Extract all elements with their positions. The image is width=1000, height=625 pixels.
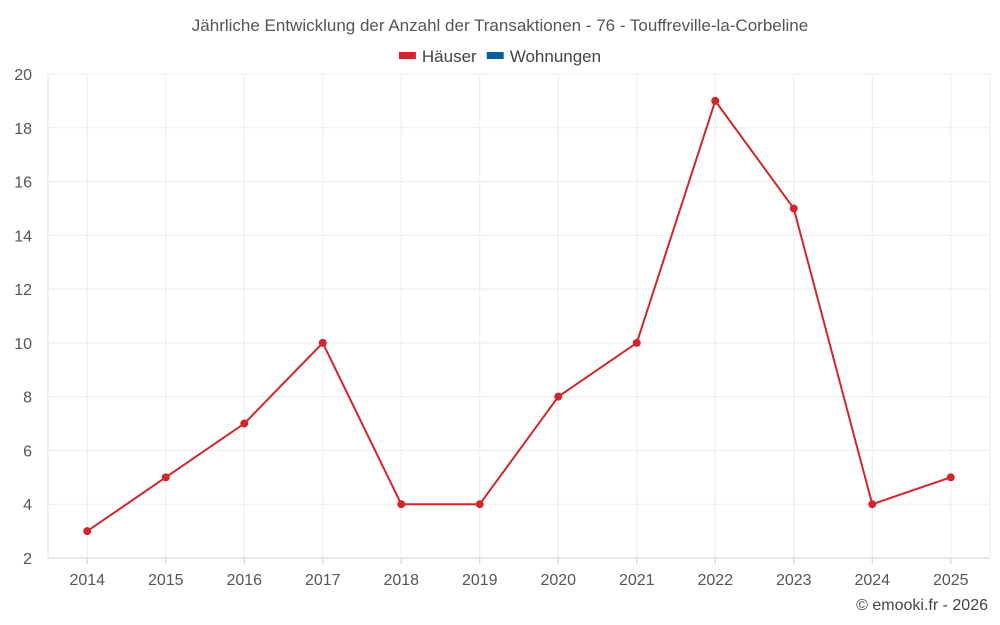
- credit-text: © emooki.fr - 2026: [856, 597, 988, 614]
- x-tick-label: 2023: [776, 572, 812, 589]
- grid-lines: [48, 73, 990, 559]
- axes: 2 4 6 8 10 12 14 16 18 20 2014 2015 2016 2017 2018 2019…: [14, 67, 991, 589]
- x-tick-label: 2018: [383, 572, 419, 589]
- data-point[interactable]: [318, 338, 327, 347]
- legend-swatch: [486, 52, 504, 59]
- x-tick-label: 2020: [540, 572, 576, 589]
- data-point[interactable]: [475, 500, 484, 509]
- y-tick-label: 18: [14, 121, 32, 138]
- y-tick-label: 20: [14, 67, 32, 84]
- legend-label: Häuser: [422, 47, 477, 66]
- legend-item-1[interactable]: Wohnungen: [486, 47, 601, 66]
- legend[interactable]: Häuser Wohnungen: [398, 47, 601, 66]
- data-point[interactable]: [946, 473, 955, 482]
- legend-swatch: [398, 52, 416, 59]
- data-point[interactable]: [868, 500, 877, 509]
- legend-item-0[interactable]: Häuser: [398, 47, 477, 66]
- x-tick-label: 2024: [854, 572, 890, 589]
- data-point[interactable]: [632, 338, 641, 347]
- y-tick-label: 4: [23, 497, 32, 514]
- x-tick-label: 2016: [226, 572, 262, 589]
- data-point[interactable]: [83, 527, 92, 536]
- x-tick-label: 2015: [148, 572, 184, 589]
- x-tick-label: 2014: [69, 572, 105, 589]
- series-layer: [83, 96, 955, 536]
- y-tick-label: 14: [14, 228, 32, 245]
- x-tick-label: 2021: [619, 572, 655, 589]
- y-tick-label: 12: [14, 282, 32, 299]
- y-tick-label: 2: [23, 551, 32, 568]
- data-point[interactable]: [161, 473, 170, 482]
- legend-label: Wohnungen: [510, 47, 601, 66]
- x-tick-label: 2017: [305, 572, 341, 589]
- data-point[interactable]: [397, 500, 406, 509]
- x-tick-label: 2019: [462, 572, 498, 589]
- chart-title: Jährliche Entwicklung der Anzahl der Tra…: [192, 16, 808, 35]
- data-point[interactable]: [789, 204, 798, 213]
- y-tick-label: 10: [14, 336, 32, 353]
- x-tick-label: 2025: [933, 572, 969, 589]
- y-tick-label: 8: [23, 390, 32, 407]
- data-point[interactable]: [554, 392, 563, 401]
- x-tick-label: 2022: [697, 572, 733, 589]
- series-line-0: [86, 99, 952, 532]
- data-point[interactable]: [711, 96, 720, 105]
- data-point[interactable]: [240, 419, 249, 428]
- y-tick-label: 16: [14, 175, 32, 192]
- y-tick-label: 6: [23, 443, 32, 460]
